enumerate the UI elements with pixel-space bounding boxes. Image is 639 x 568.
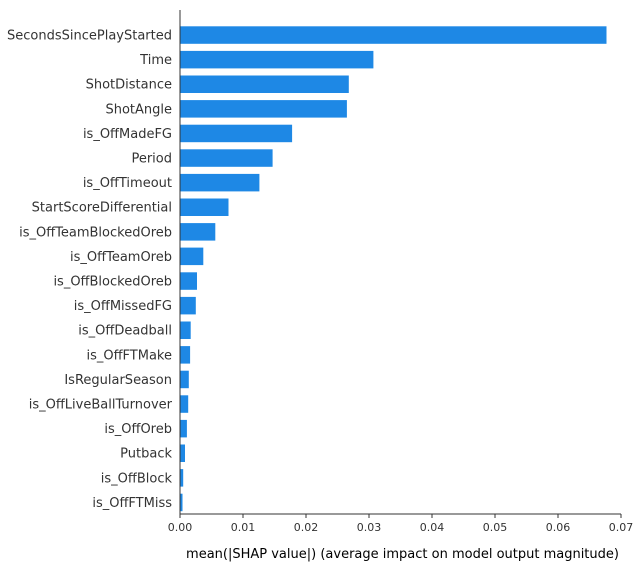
bar-is_OffBlockedOreb: [180, 272, 197, 290]
bar-Period: [180, 149, 273, 167]
feature-label: Period: [131, 152, 172, 167]
bar-Time: [180, 50, 374, 69]
x-tick-label: 0.07: [609, 521, 634, 534]
bar-is_OffTimeout: [180, 173, 260, 192]
feature-label: is_OffOreb: [104, 422, 172, 437]
feature-label: is_OffDeadball: [78, 324, 172, 339]
x-tick-label: 0.04: [420, 521, 445, 534]
feature-label: is_OffTeamOreb: [70, 250, 172, 265]
bar-is_OffBlock: [180, 469, 184, 487]
feature-label: is_OffFTMiss: [92, 496, 172, 511]
bar-SecondsSincePlayStarted: [180, 26, 607, 44]
x-tick-label: 0.05: [483, 521, 508, 534]
bar-ShotAngle: [180, 100, 347, 118]
bar-Putback: [180, 444, 185, 462]
bar-is_OffFTMiss: [180, 493, 183, 512]
feature-label: StartScoreDifferential: [32, 201, 172, 216]
bars-group: [180, 26, 607, 512]
feature-label: SecondsSincePlayStarted: [7, 29, 172, 44]
feature-label: is_OffMadeFG: [83, 127, 172, 142]
x-axis-title: mean(|SHAP value|) (average impact on mo…: [186, 547, 619, 562]
feature-label: Time: [139, 53, 172, 68]
feature-label: is_OffLiveBallTurnover: [29, 398, 173, 413]
feature-label: is_OffTeamBlockedOreb: [19, 225, 172, 240]
bar-is_OffLiveBallTurnover: [180, 395, 189, 413]
feature-label: is_OffFTMake: [86, 348, 172, 363]
feature-label: is_OffBlockedOreb: [53, 275, 172, 290]
bar-is_OffTeamBlockedOreb: [180, 223, 216, 241]
feature-label: is_OffBlock: [101, 471, 173, 486]
x-tick-label: 0.02: [294, 521, 319, 534]
bar-is_OffDeadball: [180, 321, 191, 339]
bar-ShotDistance: [180, 75, 349, 93]
bar-is_OffOreb: [180, 419, 187, 438]
x-ticks-group: 0.00 0.01 0.02 0.03 0.04 0.05 0.06 0.07: [168, 514, 634, 534]
bar-is_OffFTMake: [180, 346, 191, 364]
bar-is_OffTeamOreb: [180, 247, 204, 266]
feature-label: Putback: [120, 447, 172, 462]
x-tick-label: 0.00: [168, 521, 193, 534]
feature-label: is_OffTimeout: [83, 176, 172, 191]
bar-IsRegularSeason: [180, 370, 189, 389]
x-tick-label: 0.03: [357, 521, 382, 534]
x-tick-label: 0.01: [231, 521, 256, 534]
feature-labels-group: SecondsSincePlayStarted Time ShotDistance S…: [7, 29, 173, 511]
feature-label: IsRegularSeason: [64, 373, 172, 388]
bar-is_OffMissedFG: [180, 296, 196, 315]
feature-label: is_OffMissedFG: [74, 299, 172, 314]
bar-is_OffMadeFG: [180, 124, 293, 143]
feature-label: ShotDistance: [86, 78, 172, 93]
feature-label: ShotAngle: [105, 102, 172, 117]
x-tick-label: 0.06: [546, 521, 571, 534]
bar-StartScoreDifferential: [180, 198, 229, 216]
